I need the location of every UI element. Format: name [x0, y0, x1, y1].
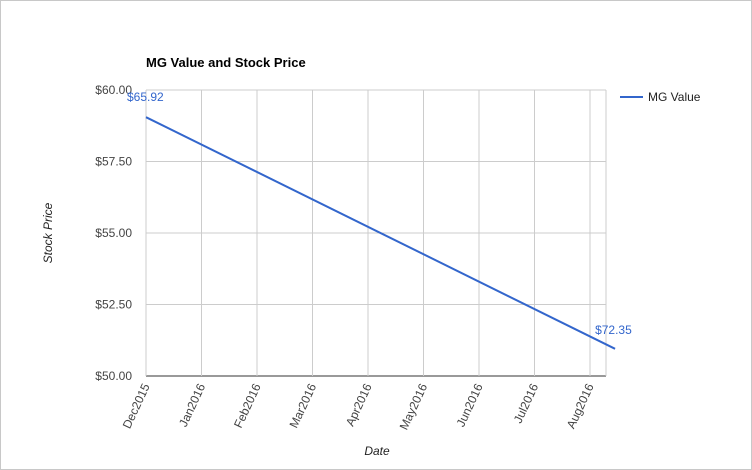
x-axis-title: Date — [364, 444, 390, 458]
legend-label: MG Value — [648, 90, 701, 104]
tick-labels: $50.00 $52.50 $55.00 $57.50 $60.00 Dec2015 Jan… — [95, 83, 597, 432]
legend: MG Value — [620, 90, 701, 104]
series: $65.92 $72.35 — [127, 90, 632, 350]
data-label: $65.92 — [127, 90, 164, 104]
y-tick-label: $60.00 — [95, 83, 132, 97]
x-tick-label: Aug2016 — [564, 381, 597, 431]
x-tick-label: Jan2016 — [176, 381, 208, 429]
data-label: $72.35 — [595, 323, 632, 337]
grid — [145, 89, 607, 377]
y-tick-label: $57.50 — [95, 155, 132, 169]
y-axis-title: Stock Price — [41, 202, 55, 263]
x-tick-label: Jul2016 — [511, 381, 542, 425]
y-tick-label: $52.50 — [95, 298, 132, 312]
x-tick-label: Apr2016 — [343, 381, 375, 428]
x-tick-label: Dec2015 — [120, 381, 153, 431]
x-tick-label: May2016 — [397, 381, 431, 432]
series-line — [145, 116, 616, 350]
y-tick-label: $55.00 — [95, 226, 132, 240]
x-tick-label: Feb2016 — [231, 381, 264, 430]
x-tick-label: Jun2016 — [454, 381, 486, 429]
x-tick-label: Mar2016 — [287, 381, 320, 430]
chart-title: MG Value and Stock Price — [146, 55, 306, 70]
y-tick-label: $50.00 — [95, 369, 132, 383]
